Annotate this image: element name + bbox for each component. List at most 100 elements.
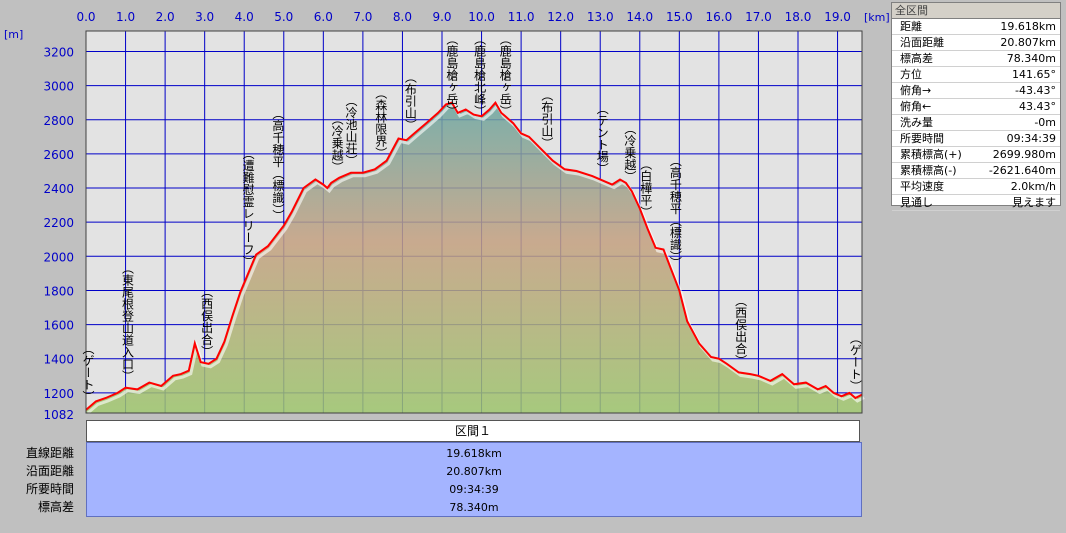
- x-tick-label: 2.0: [156, 10, 175, 24]
- x-tick-label: 12.0: [547, 10, 574, 24]
- waypoint-label: （西俣出合）: [734, 295, 748, 367]
- elevation-line: [85, 100, 863, 411]
- x-tick-label: 11.0: [508, 10, 535, 24]
- info-row: 方位 141.65°: [892, 67, 1060, 83]
- waypoint-label: （西俣出合）: [200, 285, 214, 357]
- waypoint-label: （高千穂平（標識））: [668, 154, 682, 268]
- info-row: 累積標高(+) 2699.980m: [892, 147, 1060, 163]
- info-row: 見通し 見えます: [892, 195, 1060, 211]
- x-tick-label: 17.0: [745, 10, 772, 24]
- y-unit-label: [m]: [4, 28, 23, 41]
- summary-row-label: 標高差: [37, 500, 74, 514]
- annotations: （ゲート） （東尾根登山道入口） （西俣出合） （遭難慰霊レリーフ） （高千穂平（標識）…: [81, 33, 862, 402]
- info-row-value: 20.807km: [1000, 36, 1056, 49]
- x-tick-label: 19.0: [824, 10, 851, 24]
- info-row-label: 累積標高(-): [900, 164, 957, 177]
- waypoint-label-text: （布引山）: [540, 89, 554, 149]
- waypoint-label-text: （布引山）: [403, 71, 417, 131]
- waypoint-label: （ゲート）: [81, 342, 95, 402]
- info-row-value: 09:34:39: [1006, 132, 1056, 145]
- y-tick-label: 3000: [43, 80, 74, 94]
- info-row-value: 2699.980m: [992, 148, 1056, 161]
- x-unit-label: [km]: [864, 11, 890, 24]
- info-row: 距離 19.618km: [892, 19, 1060, 35]
- x-tick-label: 16.0: [706, 10, 733, 24]
- waypoint-label: （冷乗越）: [623, 123, 637, 183]
- info-row: 俯角→ -43.43°: [892, 83, 1060, 99]
- info-panel: 全区間 距離 19.618km 沿面距離 20.807km 標高差 78.340m 方位 14…: [891, 2, 1061, 211]
- info-panel-rows: 距離 19.618km 沿面距離 20.807km 標高差 78.340m 方位 141.65…: [892, 19, 1060, 211]
- waypoint-label: （鹿島槍ヶ岳）: [445, 33, 459, 117]
- waypoint-label-text: （テント場）: [595, 102, 609, 174]
- info-row: 平均速度 2.0km/h: [892, 179, 1060, 195]
- info-row: 所要時間 09:34:39: [892, 131, 1060, 147]
- y-tick-label: 2000: [43, 250, 74, 264]
- y-tick-label: 1200: [43, 387, 74, 401]
- y-tick-label: 3200: [43, 45, 74, 59]
- elevation-area: [85, 100, 865, 415]
- summary-row-value: 09:34:39: [449, 483, 499, 496]
- info-row-value: -0m: [1034, 116, 1056, 129]
- y-min-label: 1082: [43, 408, 74, 420]
- summary-row-value: 19.618km: [446, 447, 502, 460]
- waypoint-label-text: （鹿島槍北峰）: [473, 33, 487, 117]
- y-tick-label: 1400: [43, 353, 74, 367]
- info-row-label: 平均速度: [900, 180, 944, 193]
- y-tick-label: 2800: [43, 114, 74, 128]
- y-tick-label: 1800: [43, 284, 74, 298]
- info-row-label: 俯角←: [900, 100, 932, 113]
- x-tick-label: 15.0: [666, 10, 693, 24]
- info-row-value: 78.340m: [1006, 52, 1056, 65]
- x-tick-label: 5.0: [274, 10, 293, 24]
- waypoint-label: （鹿島槍北峰）: [473, 33, 487, 117]
- x-tick-label: 9.0: [432, 10, 451, 24]
- waypoint-label-text: （鹿島槍ヶ岳）: [445, 33, 459, 117]
- info-row-value: 19.618km: [1000, 20, 1056, 33]
- elevation-chart: 1200 1400 1600 1800 2000 2200 2400 2600 2800 3000…: [4, 10, 890, 420]
- info-panel-title: 全区間: [892, 3, 1060, 19]
- info-row: 沿面距離 20.807km: [892, 35, 1060, 51]
- waypoint-label: （白樺平）: [639, 158, 653, 218]
- waypoint-label-text: （冷池山荘）: [344, 95, 358, 167]
- x-tick-label: 18.0: [785, 10, 812, 24]
- info-row-value: -2621.640m: [988, 164, 1056, 177]
- info-row-label: 洗み量: [900, 116, 933, 129]
- waypoint-label-text: （西俣出合）: [734, 295, 748, 367]
- info-row-label: 累積標高(+): [900, 148, 962, 161]
- summary-table: 19.618km 20.807km 09:34:39 78.340m: [86, 442, 862, 517]
- waypoint-label: （冷乗越）: [330, 113, 344, 173]
- waypoint-label: （冷池山荘）: [344, 95, 358, 167]
- waypoint-label-text: （東尾根登山道入口）: [121, 262, 135, 382]
- info-row-label: 所要時間: [900, 132, 944, 145]
- elevation-shadow-line: [87, 103, 865, 415]
- x-tick-label: 3.0: [195, 10, 214, 24]
- info-row-label: 見通し: [900, 196, 933, 209]
- y-tick-label: 1600: [43, 319, 74, 333]
- waypoint-label: （ゲート）: [848, 332, 862, 392]
- waypoint-label-text: （遭難慰霊レリーフ）: [241, 147, 255, 267]
- info-row-label: 標高差: [900, 52, 933, 65]
- y-tick-label: 2600: [43, 148, 74, 162]
- info-row: 標高差 78.340m: [892, 51, 1060, 67]
- summary-row-value: 20.807km: [446, 465, 502, 478]
- waypoint-label-text: （西俣出合）: [200, 285, 214, 357]
- x-tick-label: 6.0: [314, 10, 333, 24]
- waypoint-label: （東尾根登山道入口）: [121, 262, 135, 382]
- waypoint-label-text: （高千穂平（標識））: [668, 154, 682, 268]
- axes: 1200 1400 1600 1800 2000 2200 2400 2600 2800 3000…: [4, 10, 890, 420]
- waypoint-label: （テント場）: [595, 102, 609, 174]
- info-row-value: -43.43°: [1015, 84, 1056, 97]
- section-header[interactable]: 区間１: [86, 420, 860, 442]
- x-tick-label: 14.0: [626, 10, 653, 24]
- info-row-value: 見えます: [1012, 196, 1056, 209]
- info-row: 俯角← 43.43°: [892, 99, 1060, 115]
- waypoint-label-text: （白樺平）: [639, 158, 653, 218]
- waypoint-label: （遭難慰霊レリーフ）: [241, 147, 255, 267]
- summary-row-label: 直線距離: [25, 446, 74, 460]
- waypoint-label: （高千穂平（標識））: [271, 107, 285, 221]
- info-row-label: 俯角→: [900, 84, 932, 97]
- y-tick-label: 2200: [43, 216, 74, 230]
- info-row: 累積標高(-) -2621.640m: [892, 163, 1060, 179]
- waypoint-label-text: （鹿島槍ヶ岳）: [498, 33, 512, 117]
- waypoint-label-text: （冷乗越）: [330, 113, 344, 173]
